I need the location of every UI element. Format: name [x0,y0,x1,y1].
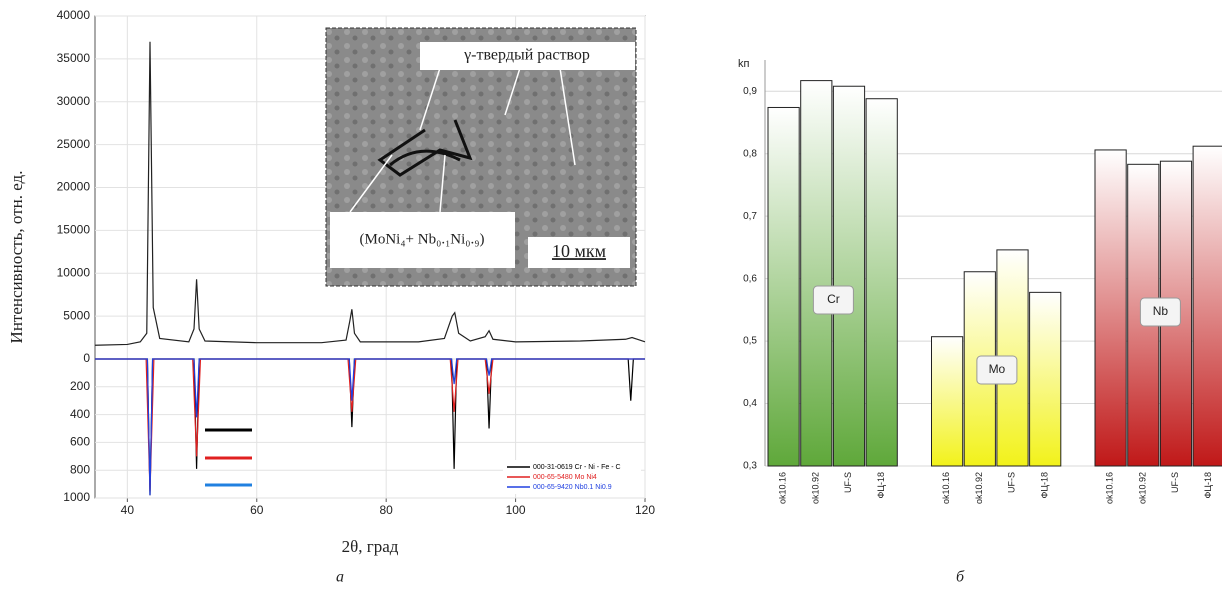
y-tick-label: 0,5 [743,336,757,347]
y-tick-label: 600 [70,435,90,449]
annotation: (MoNi₄+ Nb₀.₁Ni₀.₉) [359,231,484,247]
y-axis-label: kп [738,58,750,70]
page: 40 60 80 100 120 0 5000 10000 15000 20000 25000 300… [0,0,1222,594]
y-tick-label: 200 [70,379,90,393]
caption: б [956,569,965,586]
annotation: γ-твердый раствор [463,47,590,64]
x-axis-label: 2θ, град [342,537,399,556]
bar [801,81,832,466]
scale-bar-label: 10 мкм [552,241,606,261]
y-tick-label: 40000 [57,8,91,22]
x-tick-label: ok10.92 [974,472,984,504]
y-tick-label: 1000 [63,490,90,504]
y-tick-label: 5000 [63,308,90,322]
y-tick-label: 15000 [57,223,91,237]
x-tick-label: ok10.16 [1105,472,1115,504]
bar [866,99,897,466]
y-tick-label: 0,8 [743,148,757,159]
bar [1095,150,1126,466]
legend-label: 000-65-9420 Nb0.1 Ni0.9 [533,484,612,491]
x-tick-label: 100 [506,503,526,517]
x-tick-label: ok10.16 [941,472,951,504]
y-axis-label: Интенсивность, отн. ед. [7,171,26,344]
y-tick-label: 30000 [57,94,91,108]
y-tick-label: 400 [70,407,90,421]
x-tick-label: ok10.92 [1137,472,1147,504]
y-tick-label: 20000 [57,180,91,194]
x-tick-label: 120 [635,503,655,517]
x-tick-label: UF-S [843,472,853,493]
y-tick-label: 35000 [57,51,91,65]
x-tick-label: UF-S [1007,472,1017,493]
y-tick-label: 0,3 [743,461,757,472]
x-tick-label: 40 [121,503,135,517]
bar [833,86,864,466]
figure: 40 60 80 100 120 0 5000 10000 15000 20000 25000 300… [0,0,1222,594]
y-tick-label: 0,9 [743,86,757,97]
series-label: Mo [989,362,1006,376]
x-tick-label: ok10.92 [810,472,820,504]
y-tick-label: 0,7 [743,211,757,222]
swatches [205,430,252,485]
legend-label: 000-31-0619 Cr - Ni - Fe - C [533,464,621,471]
y-tick-label: 800 [70,462,90,476]
y-tick-label: 0,6 [743,273,757,284]
y-tick-label: 10000 [57,265,91,279]
y-tick-label: 0,4 [743,398,757,409]
bar [768,107,799,466]
caption: а [336,569,344,586]
x-tick-label: ФЦ-18 [876,472,886,499]
x-tick-label: ФЦ-18 [1203,472,1213,499]
series-label: Nb [1153,304,1169,318]
bar [1030,292,1061,466]
x-tick-label: UF-S [1170,472,1180,493]
y-tick-label: 0 [83,351,90,365]
bar [1193,146,1222,466]
right-plot: 0,3 0,4 0,5 0,6 0,7 0,8 0,9 ok10.16 ok10.92 UF-S Ф… [743,60,1222,504]
y-tick-label: 25000 [57,137,91,151]
legend-label: 000-65-5480 Mo Ni4 [533,474,597,481]
bar [932,337,963,466]
series-label: Cr [827,292,840,306]
x-tick-label: 60 [250,503,264,517]
x-tick-label: ФЦ-18 [1039,472,1049,499]
x-tick-label: 80 [379,503,393,517]
x-tick-label: ok10.16 [778,472,788,504]
